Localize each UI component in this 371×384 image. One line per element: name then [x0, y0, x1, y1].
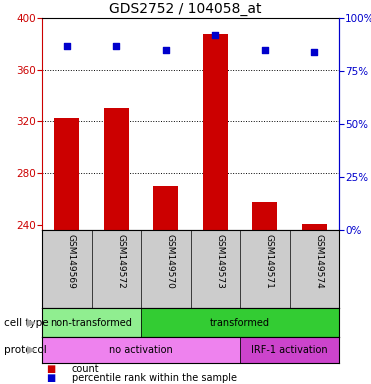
Point — [212, 32, 218, 38]
Text: cell type: cell type — [4, 318, 48, 328]
Bar — [252, 202, 277, 230]
Text: GDS2752 / 104058_at: GDS2752 / 104058_at — [109, 2, 262, 16]
Bar — [240, 337, 339, 363]
Text: transformed: transformed — [210, 318, 270, 328]
Bar — [55, 118, 79, 230]
Point — [262, 47, 268, 53]
Text: GSM149569: GSM149569 — [67, 234, 76, 289]
Text: ▶: ▶ — [27, 318, 35, 328]
Bar — [104, 109, 129, 230]
Bar — [153, 186, 178, 230]
Text: GSM149574: GSM149574 — [314, 234, 323, 289]
Text: ▶: ▶ — [27, 345, 35, 355]
Point — [163, 47, 169, 53]
Text: non-transformed: non-transformed — [50, 318, 132, 328]
Bar — [42, 337, 240, 363]
Text: GSM149573: GSM149573 — [215, 234, 224, 289]
Bar — [141, 308, 339, 337]
Text: IRF-1 activation: IRF-1 activation — [251, 345, 328, 355]
Text: GSM149571: GSM149571 — [265, 234, 274, 289]
Point — [311, 49, 317, 55]
Point — [64, 43, 70, 49]
Text: ■: ■ — [46, 364, 55, 374]
Bar — [42, 308, 141, 337]
Point — [113, 43, 119, 49]
Bar — [203, 33, 228, 230]
Bar — [302, 223, 326, 230]
Text: GSM149570: GSM149570 — [166, 234, 175, 289]
Text: percentile rank within the sample: percentile rank within the sample — [72, 373, 237, 383]
Text: protocol: protocol — [4, 345, 46, 355]
Text: ■: ■ — [46, 373, 55, 383]
Text: no activation: no activation — [109, 345, 173, 355]
Text: count: count — [72, 364, 99, 374]
Text: GSM149572: GSM149572 — [116, 234, 125, 289]
